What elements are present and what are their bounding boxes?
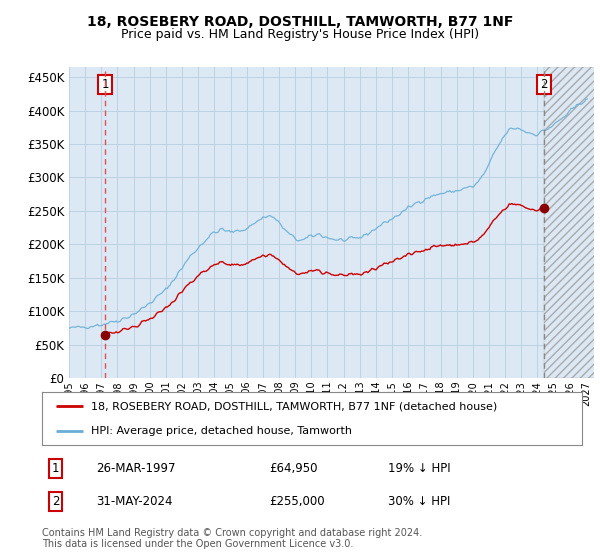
Text: Contains HM Land Registry data © Crown copyright and database right 2024.
This d: Contains HM Land Registry data © Crown c…: [42, 528, 422, 549]
Text: 31-MAY-2024: 31-MAY-2024: [96, 495, 173, 508]
Text: 30% ↓ HPI: 30% ↓ HPI: [388, 495, 450, 508]
Text: £64,950: £64,950: [269, 462, 317, 475]
Text: 1: 1: [52, 462, 59, 475]
Text: 1: 1: [101, 78, 109, 91]
Text: 26-MAR-1997: 26-MAR-1997: [96, 462, 176, 475]
Text: 18, ROSEBERY ROAD, DOSTHILL, TAMWORTH, B77 1NF (detached house): 18, ROSEBERY ROAD, DOSTHILL, TAMWORTH, B…: [91, 402, 497, 412]
Bar: [544, 67, 600, 378]
Text: £255,000: £255,000: [269, 495, 325, 508]
Bar: [544, 67, 600, 378]
Text: Price paid vs. HM Land Registry's House Price Index (HPI): Price paid vs. HM Land Registry's House …: [121, 28, 479, 41]
Text: 18, ROSEBERY ROAD, DOSTHILL, TAMWORTH, B77 1NF: 18, ROSEBERY ROAD, DOSTHILL, TAMWORTH, B…: [87, 15, 513, 29]
Text: HPI: Average price, detached house, Tamworth: HPI: Average price, detached house, Tamw…: [91, 426, 352, 436]
Text: 19% ↓ HPI: 19% ↓ HPI: [388, 462, 450, 475]
Text: 2: 2: [52, 495, 59, 508]
Text: 2: 2: [541, 78, 548, 91]
